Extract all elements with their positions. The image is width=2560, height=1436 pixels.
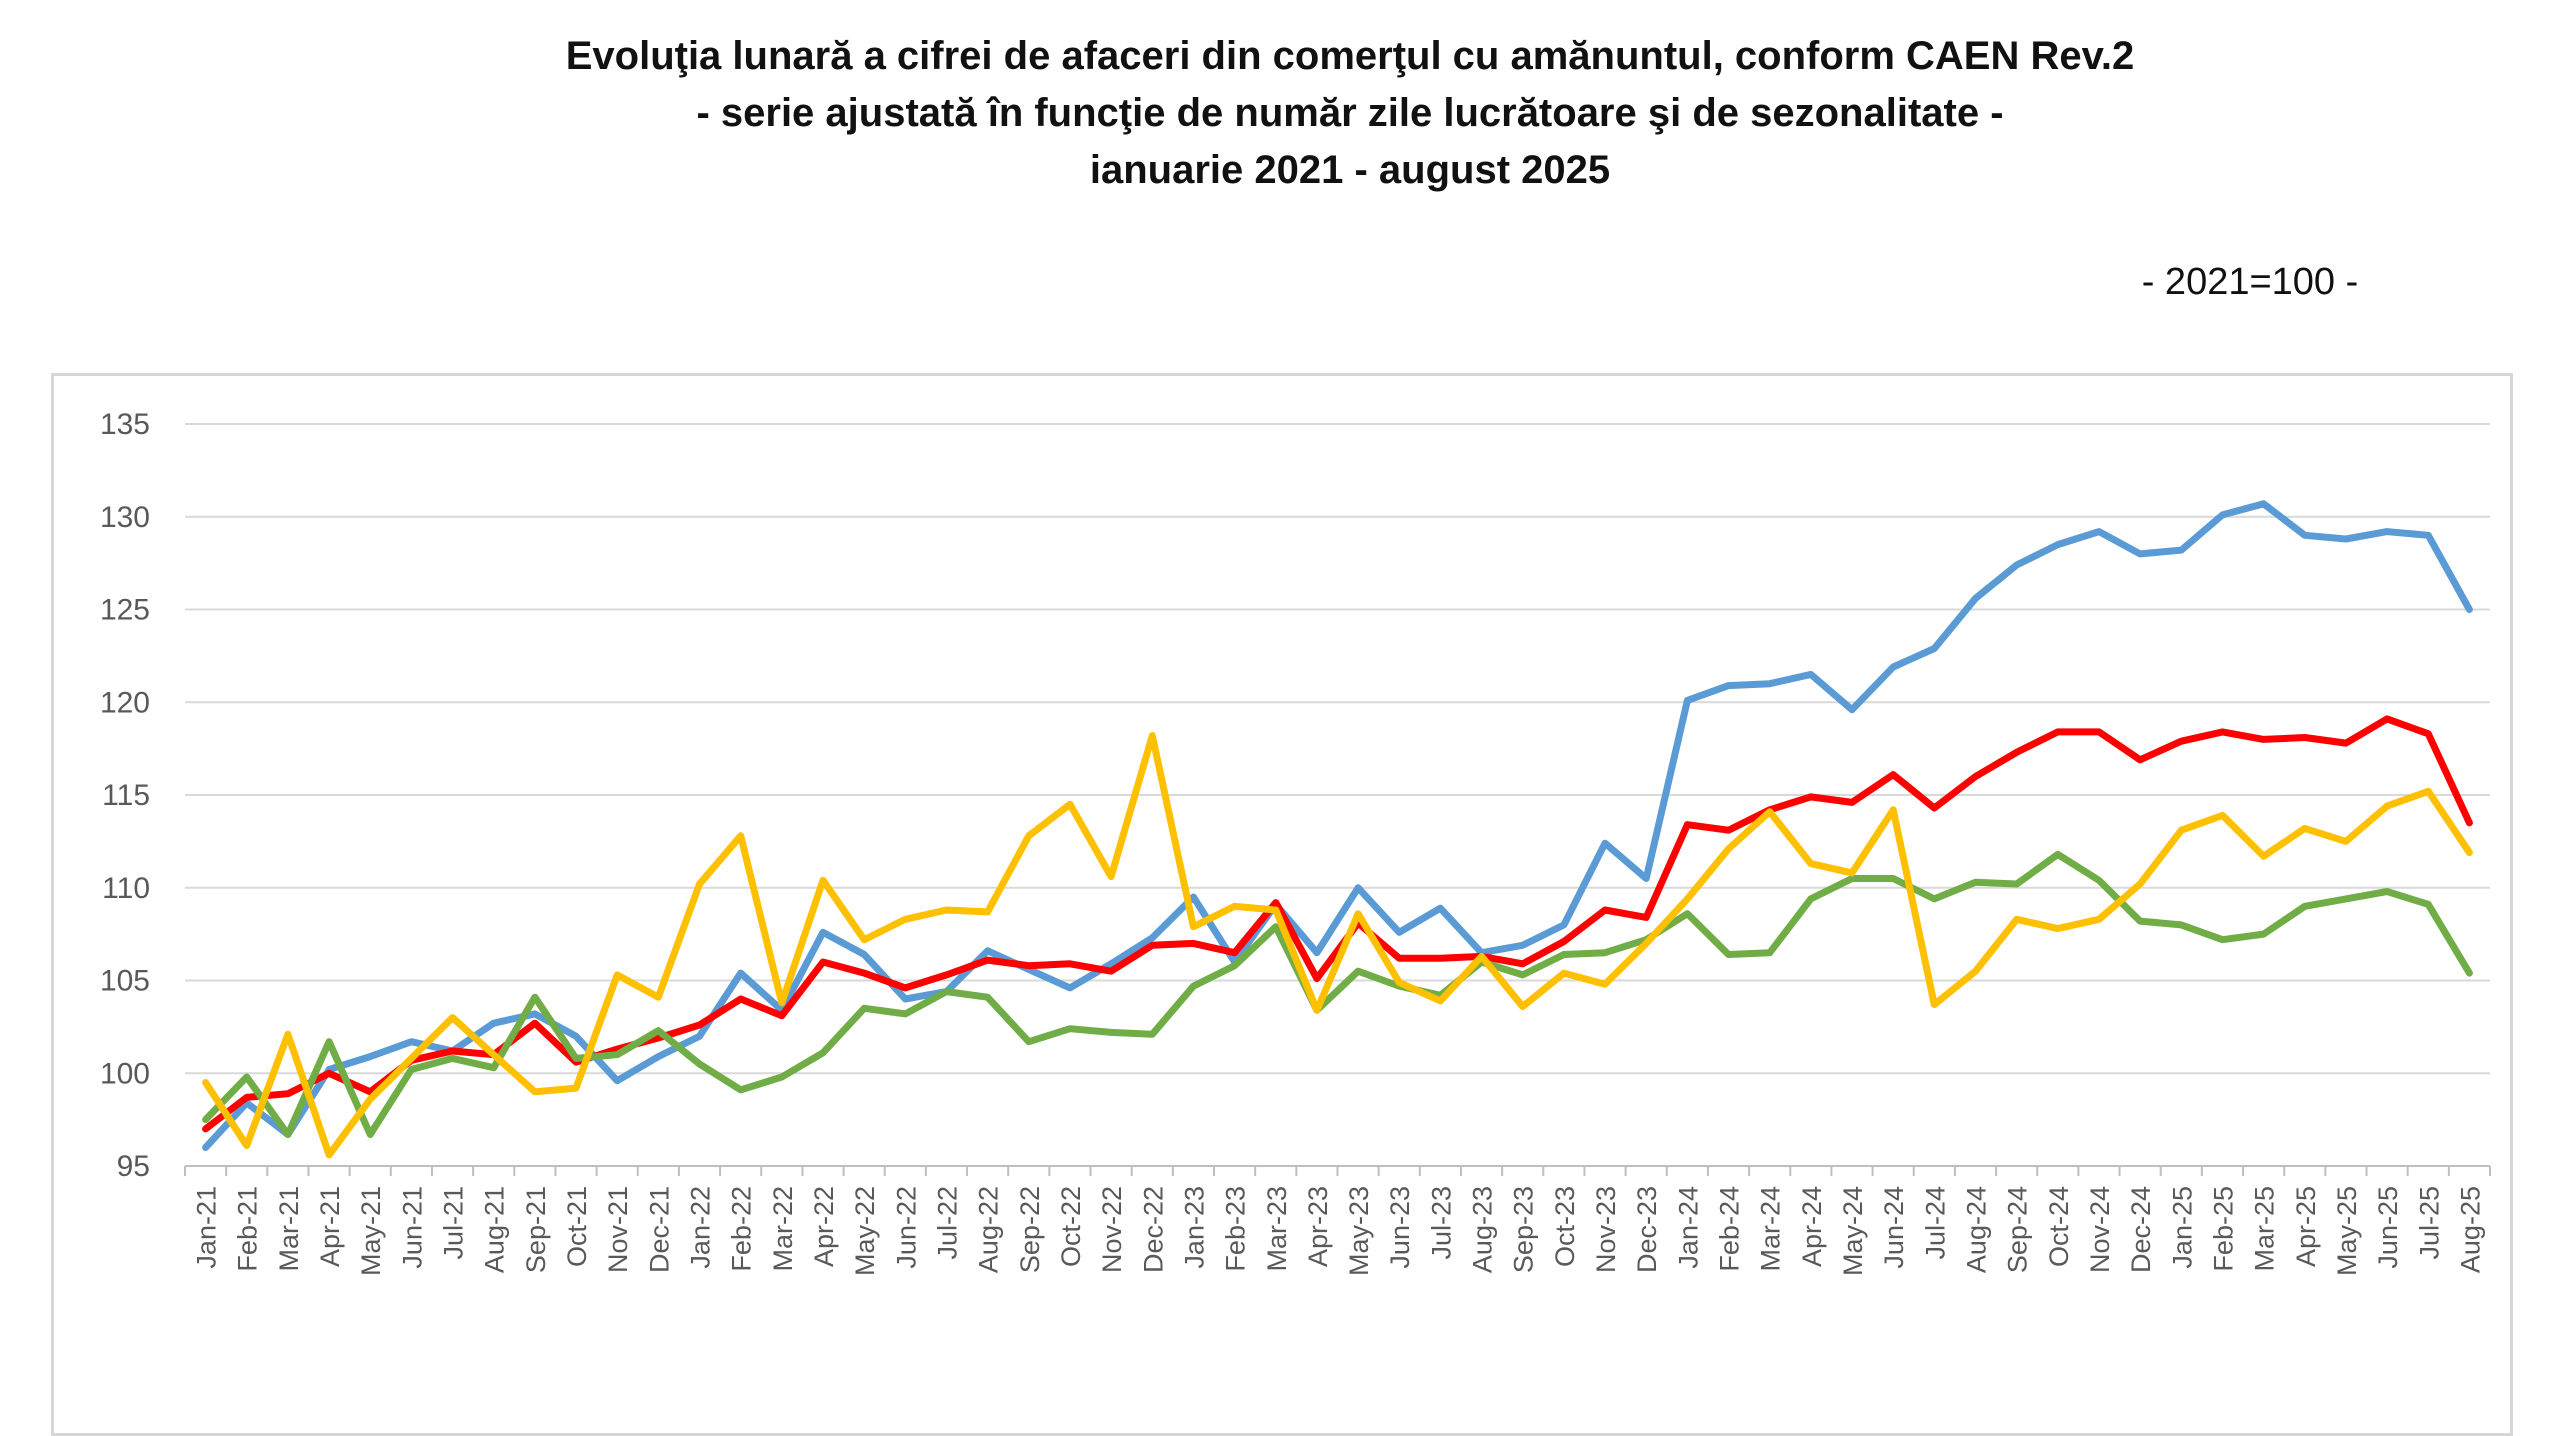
x-tick-label: Dec-23 — [1632, 1186, 1662, 1273]
x-tick-label: Sep-21 — [521, 1186, 551, 1273]
x-tick-label: Mar-25 — [2250, 1186, 2280, 1272]
x-tick-label: Aug-21 — [480, 1186, 510, 1273]
x-tick-label: Aug-24 — [1961, 1186, 1991, 1273]
x-tick-label: Apr-22 — [809, 1186, 839, 1267]
series-line-1 — [202, 500, 2473, 1151]
x-tick-label: Jun-21 — [397, 1186, 427, 1269]
x-tick-label: Mar-21 — [274, 1186, 304, 1272]
x-tick-label: Feb-25 — [2208, 1186, 2238, 1272]
x-tick-label: Jan-23 — [1179, 1186, 1209, 1269]
x-tick-label: Oct-22 — [1056, 1186, 1086, 1267]
y-tick-label: 105 — [100, 965, 150, 998]
x-tick-label: Jul-25 — [2414, 1186, 2444, 1260]
x-tick-label: Feb-24 — [1715, 1186, 1745, 1272]
x-tick-label: Oct-24 — [2044, 1186, 2074, 1267]
x-tick-label: May-24 — [1838, 1186, 1868, 1276]
x-axis — [184, 1165, 2491, 1176]
x-tick-label: Oct-21 — [562, 1186, 592, 1267]
y-axis-tick-labels: 95 100 105 110 115 120 125 130 135 — [100, 408, 150, 1183]
x-tick-label: Aug-22 — [974, 1186, 1004, 1273]
x-tick-label: Sep-22 — [1015, 1186, 1045, 1273]
series-line-4 — [202, 732, 2473, 1159]
x-tick-label: Nov-21 — [603, 1186, 633, 1273]
chart-title: Evoluţia lunară a cifrei de afaceri din … — [0, 28, 2560, 199]
x-tick-label: Dec-24 — [2126, 1186, 2156, 1273]
x-tick-label: Nov-23 — [1591, 1186, 1621, 1273]
x-tick-label: Apr-24 — [1797, 1186, 1827, 1267]
y-tick-label: 95 — [117, 1150, 150, 1183]
x-tick-label: Jan-21 — [192, 1186, 222, 1269]
series-lines — [202, 500, 2473, 1159]
y-tick-label: 120 — [100, 686, 150, 719]
x-tick-label: Sep-24 — [2003, 1186, 2033, 1273]
x-axis-tick-labels: Jan-21 Feb-21 Mar-21 Apr-21 May-21 Jun-21 Jul-… — [192, 1186, 2486, 1276]
chart-title-line-2: - serie ajustată în funcţie de număr zil… — [696, 91, 2004, 135]
x-tick-label: Mar-24 — [1756, 1186, 1786, 1272]
series-line-3 — [202, 850, 2473, 1138]
y-tick-label: 115 — [102, 779, 150, 812]
x-tick-label: Oct-23 — [1550, 1186, 1580, 1267]
x-tick-label: Mar-22 — [768, 1186, 798, 1272]
x-tick-label: Jul-24 — [1920, 1186, 1950, 1260]
x-tick-label: May-21 — [356, 1186, 386, 1276]
base-year-note: - 2021=100 - — [2141, 261, 2359, 303]
x-tick-label: May-23 — [1344, 1186, 1374, 1276]
y-tick-label: 130 — [100, 501, 150, 534]
x-tick-label: Jan-25 — [2167, 1186, 2197, 1269]
x-tick-label: Jun-22 — [891, 1186, 921, 1269]
y-tick-label: 110 — [102, 872, 150, 905]
y-tick-label: 100 — [100, 1057, 150, 1090]
x-tick-label: Jul-23 — [1426, 1186, 1456, 1260]
chart-title-line-1: Evoluţia lunară a cifrei de afaceri din … — [565, 34, 2135, 78]
x-tick-label: Apr-25 — [2291, 1186, 2321, 1267]
x-tick-label: Jun-23 — [1385, 1186, 1415, 1269]
x-tick-label: Jan-24 — [1673, 1186, 1703, 1269]
x-tick-label: May-25 — [2332, 1186, 2362, 1276]
chart-title-line-3: ianuarie 2021 - august 2025 — [1089, 148, 1611, 192]
x-tick-label: Feb-22 — [727, 1186, 757, 1272]
x-tick-label: Jan-22 — [686, 1186, 716, 1269]
x-tick-label: Jun-24 — [1879, 1186, 1909, 1269]
x-tick-label: Jul-21 — [439, 1186, 469, 1260]
x-tick-label: Aug-23 — [1468, 1186, 1498, 1273]
x-tick-label: Nov-24 — [2085, 1186, 2115, 1273]
y-tick-label: 135 — [100, 408, 150, 441]
x-tick-label: Apr-23 — [1303, 1186, 1333, 1267]
gridlines — [185, 423, 2490, 1075]
x-tick-label: May-22 — [850, 1186, 880, 1276]
x-tick-label: Sep-23 — [1509, 1186, 1539, 1273]
x-tick-label: Apr-21 — [315, 1186, 345, 1267]
x-tick-label: Jul-22 — [932, 1186, 962, 1260]
y-tick-label: 125 — [100, 594, 150, 627]
x-tick-label: Aug-25 — [2455, 1186, 2485, 1273]
x-tick-label: Jun-25 — [2373, 1186, 2403, 1269]
x-tick-label: Nov-22 — [1097, 1186, 1127, 1273]
x-tick-label: Dec-21 — [644, 1186, 674, 1273]
x-tick-label: Feb-21 — [233, 1186, 263, 1272]
x-tick-label: Feb-23 — [1221, 1186, 1251, 1272]
x-tick-label: Mar-23 — [1262, 1186, 1292, 1272]
x-tick-label: Dec-22 — [1138, 1186, 1168, 1273]
